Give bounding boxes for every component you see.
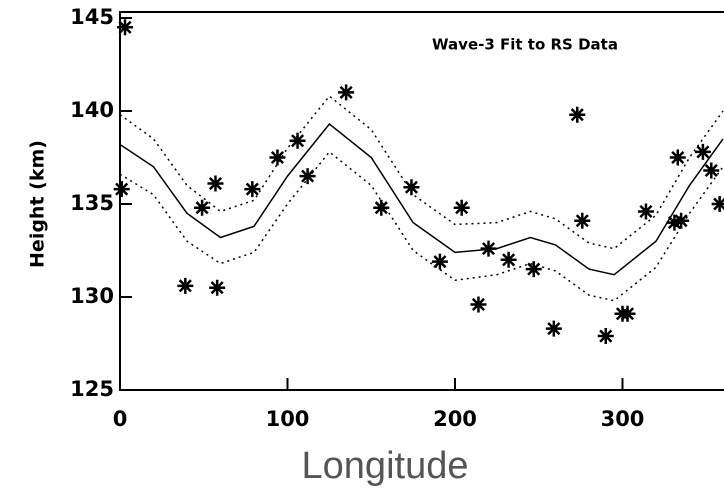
data-point bbox=[244, 181, 261, 198]
data-point bbox=[711, 196, 724, 212]
data-point bbox=[597, 328, 614, 345]
data-point bbox=[619, 305, 636, 322]
data-point bbox=[574, 212, 591, 229]
y-axis-label: Height (km) bbox=[27, 140, 49, 268]
data-point bbox=[299, 168, 316, 185]
x-tick-label: 300 bbox=[601, 407, 645, 431]
data-point bbox=[194, 199, 211, 216]
data-point bbox=[431, 253, 448, 270]
fit-bound bbox=[119, 150, 724, 302]
y-tick-label: 125 bbox=[70, 377, 114, 401]
data-point bbox=[545, 320, 562, 337]
data-point bbox=[269, 149, 286, 166]
data-point bbox=[637, 203, 654, 220]
y-tick-label: 130 bbox=[70, 284, 114, 308]
data-point bbox=[666, 214, 683, 231]
data-point bbox=[209, 279, 226, 296]
data-point bbox=[703, 162, 720, 179]
x-axis-label: Longitude bbox=[302, 445, 469, 487]
x-tick-label: 100 bbox=[266, 407, 310, 431]
data-point bbox=[453, 199, 470, 216]
data-point bbox=[525, 261, 542, 278]
data-point bbox=[470, 296, 487, 313]
x-tick-label: 200 bbox=[433, 407, 477, 431]
fit-line bbox=[119, 122, 724, 276]
data-point bbox=[569, 106, 586, 123]
data-point bbox=[500, 251, 517, 268]
data-point bbox=[673, 212, 690, 229]
data-point bbox=[403, 179, 420, 196]
data-point bbox=[669, 149, 686, 166]
y-tick-label: 140 bbox=[70, 98, 114, 122]
data-point bbox=[113, 181, 130, 198]
data-point bbox=[694, 143, 711, 160]
data-point bbox=[177, 277, 194, 294]
annotation: Wave-3 Fit to RS Data bbox=[432, 36, 618, 54]
data-point bbox=[207, 175, 224, 192]
x-tick-label: 0 bbox=[113, 407, 128, 431]
fit-bound bbox=[119, 95, 724, 250]
y-tick-label: 145 bbox=[70, 5, 114, 29]
data-point bbox=[289, 132, 306, 149]
data-point bbox=[338, 84, 355, 101]
data-point bbox=[117, 19, 134, 36]
data-point bbox=[373, 199, 390, 216]
y-tick-label: 135 bbox=[70, 191, 114, 215]
plot-frame bbox=[119, 11, 724, 391]
